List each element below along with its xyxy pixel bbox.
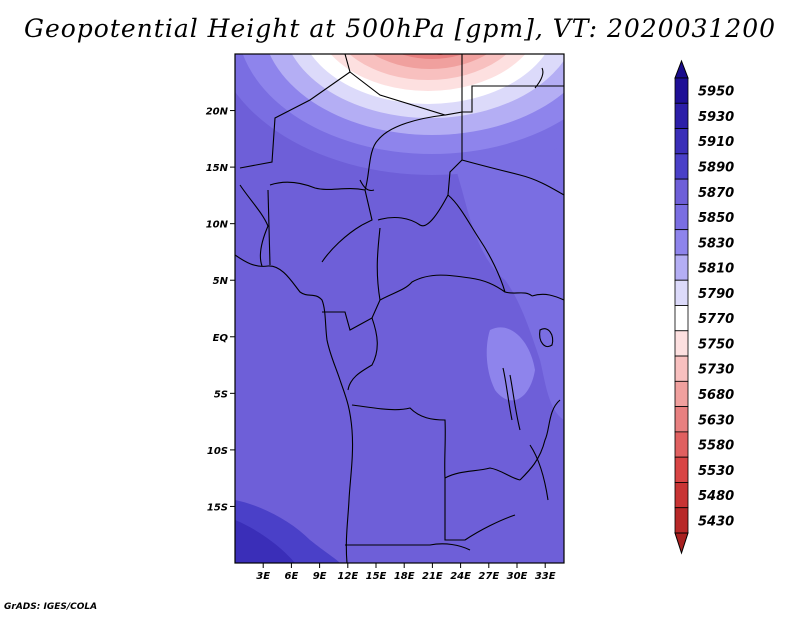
coastline-west [235, 254, 354, 563]
lake-tanganyika [502, 367, 521, 431]
grads-credit: GrADS: IGES/COLA [4, 602, 98, 612]
map-frame [234, 53, 565, 564]
colorbar-swatch [674, 178, 689, 205]
lat-tick-label: 10N [206, 220, 229, 231]
border-angola-zambia [444, 478, 516, 541]
colorbar-label: 5890 [698, 160, 734, 175]
colorbar-label: 5770 [698, 312, 734, 327]
lon-tick-label: 33E [535, 571, 556, 582]
colorbar-label: 5870 [698, 186, 734, 201]
colorbar-swatch [674, 102, 689, 129]
colorbar-label: 5730 [698, 363, 734, 378]
colorbar-swatch [674, 305, 689, 332]
colorbar-swatch [674, 482, 689, 509]
border-benin-togo [239, 184, 269, 267]
latitude-axis: 20N 15N 10N 5N EQ 5S 10S 15S [206, 107, 235, 513]
lat-tick-label: EQ [213, 333, 229, 344]
border-libya-egypt-sudan [462, 85, 564, 113]
border-car-drc [379, 274, 533, 301]
colorbar-label: 5750 [698, 337, 734, 352]
colorbar: 5950 5930 5910 5890 5870 5850 5830 5810 5790 5770… [674, 59, 734, 555]
colorbar-label: 5830 [698, 236, 734, 251]
colorbar-bottom-arrow [674, 532, 689, 555]
colorbar-swatch [674, 77, 689, 104]
colorbar-swatch [674, 153, 689, 180]
lon-tick-label: 3E [256, 571, 270, 582]
colorbar-label: 5530 [698, 464, 734, 479]
lon-tick-label: 9E [313, 571, 327, 582]
border-nigeria-benin [267, 189, 271, 266]
colorbar-label: 5430 [698, 514, 734, 529]
geopotential-field [235, 0, 564, 563]
border-sudan-south [461, 159, 564, 196]
colorbar-swatch [674, 254, 689, 281]
lat-tick-label: 15N [206, 163, 229, 174]
nile-delta [534, 67, 544, 89]
colorbar-label: 5790 [698, 287, 734, 302]
lon-tick-label: 15E [366, 571, 387, 582]
border-gabon-congo [322, 299, 381, 331]
border-nigeria-cameroon [321, 224, 363, 263]
colorbar-label: 5950 [698, 85, 734, 100]
country-borders [235, 54, 564, 563]
lon-tick-label: 21E [422, 571, 443, 582]
lon-tick-label: 12E [337, 571, 358, 582]
colorbar-label: 5910 [698, 135, 734, 150]
field-5630 [400, 54, 464, 59]
lake-chad [359, 179, 375, 192]
colorbar-label: 5850 [698, 211, 734, 226]
colorbar-swatch [674, 229, 689, 256]
border-niger-chad [364, 114, 446, 191]
border-niger-nigeria [269, 181, 373, 226]
colorbar-swatch [674, 456, 689, 483]
colorbar-swatch [674, 507, 689, 534]
field-5580 [386, 0, 486, 52]
colorbar-swatch [674, 330, 689, 357]
colorbar-swatch [674, 431, 689, 458]
lat-tick-label: 20N [206, 107, 229, 118]
border-namibia [345, 543, 471, 551]
colorbar-swatch [674, 128, 689, 155]
border-tanzania [519, 399, 561, 481]
border-drc-zambia [444, 467, 521, 481]
colorbar-label: 5810 [698, 262, 734, 277]
colorbar-swatch [674, 279, 689, 306]
border-uganda [531, 293, 564, 301]
colorbar-label: 5630 [698, 413, 734, 428]
border-algeria-mali [239, 54, 351, 169]
colorbar-label: 5680 [698, 388, 734, 403]
lon-tick-label: 27E [478, 571, 499, 582]
colorbar-label: 5930 [698, 110, 734, 125]
border-congo-drc [347, 317, 378, 391]
lon-tick-label: 18E [394, 571, 415, 582]
lon-tick-label: 30E [507, 571, 528, 582]
lake-malawi [529, 444, 549, 501]
colorbar-swatch [674, 355, 689, 382]
border-angola-drc [351, 404, 446, 479]
lon-tick-label: 6E [285, 571, 299, 582]
colorbar-swatch [674, 203, 689, 231]
field-5910 [235, 520, 295, 563]
border-cameroon-car [376, 227, 381, 301]
colorbar-label: 5580 [698, 439, 734, 454]
field-5830-patch [486, 327, 535, 401]
border-car-sudan [447, 194, 506, 293]
colorbar-swatch [674, 406, 689, 433]
lon-tick-label: 24E [450, 571, 471, 582]
lake-victoria [539, 328, 554, 348]
field-5680 [372, 54, 488, 69]
lat-tick-label: 15S [207, 502, 228, 513]
lat-tick-label: 5N [213, 276, 229, 287]
field-5530 [435, 54, 445, 55]
plot-title: Geopotential Height at 500hPa [gpm], VT:… [23, 14, 777, 43]
colorbar-label: 5480 [698, 489, 734, 504]
lat-tick-label: 5S [214, 389, 228, 400]
colorbar-top-arrow [674, 59, 689, 79]
longitude-axis: 3E 6E 9E 12E 15E 18E 21E 24E 27E 30E 33E [256, 563, 556, 582]
colorbar-swatch [674, 380, 689, 408]
lat-tick-label: 10S [207, 446, 228, 457]
